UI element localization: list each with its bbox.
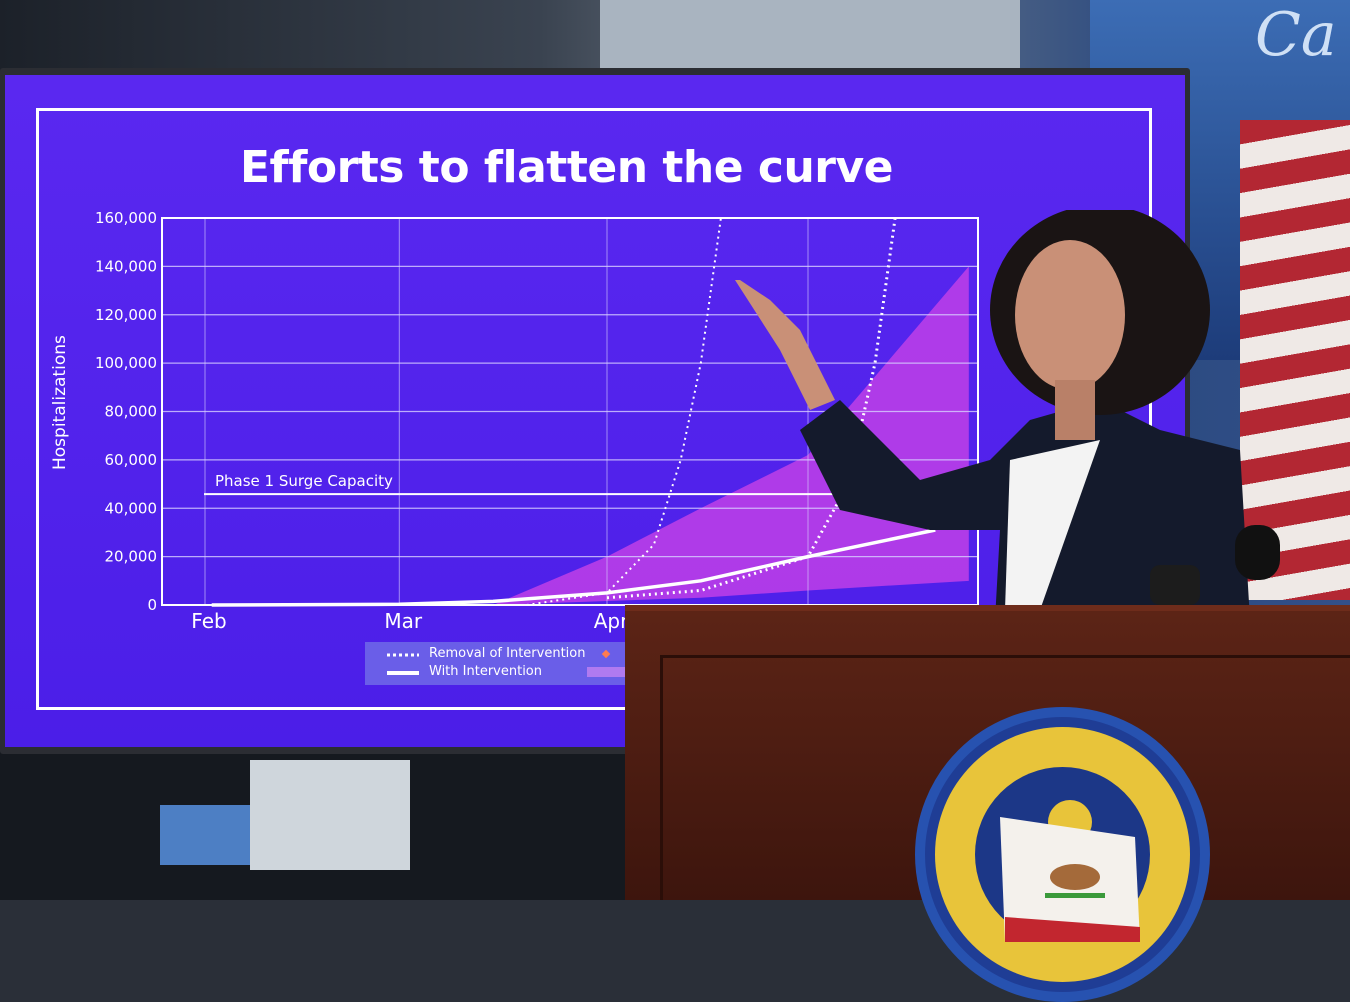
legend-item-with: With Intervention xyxy=(429,664,542,679)
y-tick-label: 120,000 xyxy=(95,306,157,324)
legend-swatch-area xyxy=(587,667,627,677)
legend: Removal of Intervention With Interventio… xyxy=(365,642,645,685)
chart-title: Efforts to flatten the curve xyxy=(240,142,894,193)
x-tick-label: Feb xyxy=(191,609,226,633)
y-tick-label: 40,000 xyxy=(105,499,158,517)
y-tick-label: 60,000 xyxy=(105,451,158,469)
us-flag xyxy=(1240,120,1350,600)
speaker xyxy=(800,400,1250,620)
y-tick-label: 20,000 xyxy=(105,548,158,566)
y-tick-label: 160,000 xyxy=(95,209,157,227)
monitor xyxy=(160,805,250,865)
slide-frame xyxy=(36,108,1152,710)
speaker-head-arm xyxy=(735,210,1210,440)
microphone xyxy=(1150,525,1280,605)
series-line-0 xyxy=(211,528,936,607)
seal-flag-bear-icon xyxy=(1000,800,1140,942)
wall-panel xyxy=(600,0,1020,70)
y-tick-label: 80,000 xyxy=(105,403,158,421)
legend-item-removal: Removal of Intervention xyxy=(429,646,586,661)
seal-center xyxy=(975,767,1150,942)
y-tick-label: 140,000 xyxy=(95,257,157,275)
podium-panel xyxy=(660,655,1350,900)
x-tick-label: Mar xyxy=(384,609,423,633)
legend-swatch-dotted xyxy=(387,653,419,675)
surge-capacity-label: Phase 1 Surge Capacity xyxy=(215,472,393,490)
x-tick-label: Apr xyxy=(594,609,629,633)
background-sign-text: Ca xyxy=(1255,0,1337,70)
projection-area xyxy=(493,266,969,605)
monitor xyxy=(250,760,410,870)
series-line-2 xyxy=(606,217,897,600)
series-line-1 xyxy=(526,217,722,606)
y-tick-label: 0 xyxy=(147,596,157,614)
legend-marker-orange xyxy=(601,649,611,659)
plot-border xyxy=(161,217,979,606)
y-tick-label: 100,000 xyxy=(95,354,157,372)
